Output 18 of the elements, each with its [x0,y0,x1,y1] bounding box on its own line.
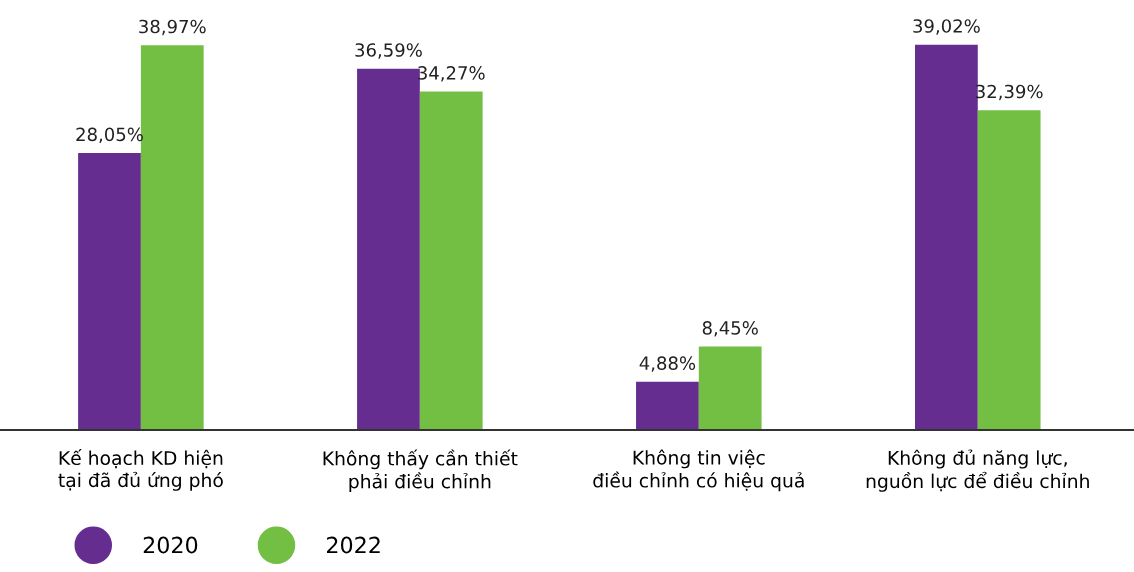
legend-label: 2020 [143,536,198,554]
x-tick-label: Không thấy cần thiết phải điều chỉnh [323,449,518,493]
bar [698,346,762,430]
bar [357,68,420,430]
data-label: 38,97% [139,19,206,36]
data-label: 8,45% [702,321,758,337]
legend-label: 2022 [326,536,380,554]
bar [915,44,978,430]
x-tick-label: Kế hoạch KD hiện tại đã đủ ứng phó [58,448,223,491]
bar [78,153,141,430]
x-tick-label: Không tin việc điều chỉnh có hiệu quả [593,449,804,492]
bar [419,91,483,430]
data-label: 4,88% [639,356,696,372]
x-tick-label: Không đủ năng lực, nguồn lực để điều chỉnh [866,449,1089,492]
bar [977,110,1041,430]
data-label: 36,59% [355,43,422,59]
data-label: 39,02% [913,19,980,35]
bar [636,381,699,430]
